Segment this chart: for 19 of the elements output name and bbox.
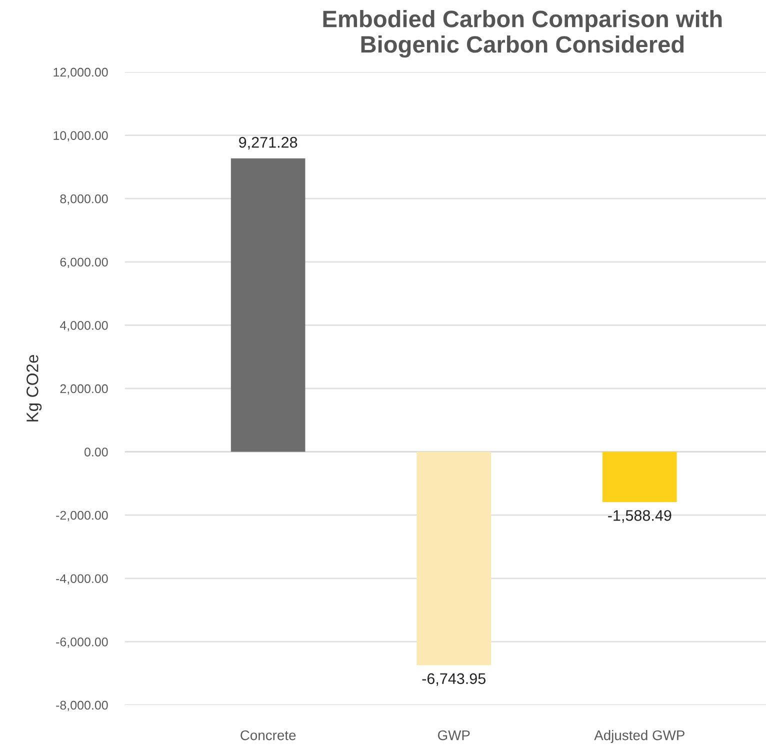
y-tick-label: -4,000.00 <box>56 574 108 585</box>
data-label: 9,271.28 <box>239 136 298 150</box>
chart-title: Embodied Carbon Comparison with Biogenic Carbon Considered <box>323 10 722 58</box>
x-tick-label: Adjusted GWP <box>594 730 684 743</box>
y-tick-label: -6,000.00 <box>56 638 108 648</box>
y-tick-label: 0.00 <box>84 448 108 456</box>
y-tick-label: 10,000.00 <box>54 131 108 142</box>
data-label: -1,588.49 <box>608 510 672 523</box>
x-tick-label: Concrete <box>240 730 296 740</box>
y-tick-label: 2,000.00 <box>60 384 108 395</box>
x-tick-label: GWP <box>438 730 470 740</box>
y-axis-title: Kg CO2e <box>26 354 42 422</box>
y-tick-label: 4,000.00 <box>60 321 108 332</box>
y-tick-label: 8,000.00 <box>60 194 108 205</box>
y-tick-label: 6,000.00 <box>60 258 108 268</box>
y-tick-label: -8,000.00 <box>56 700 108 712</box>
y-tick-label: -2,000.00 <box>56 510 108 522</box>
y-tick-label: 12,000.00 <box>54 68 108 78</box>
data-label: -6,743.95 <box>422 673 486 686</box>
